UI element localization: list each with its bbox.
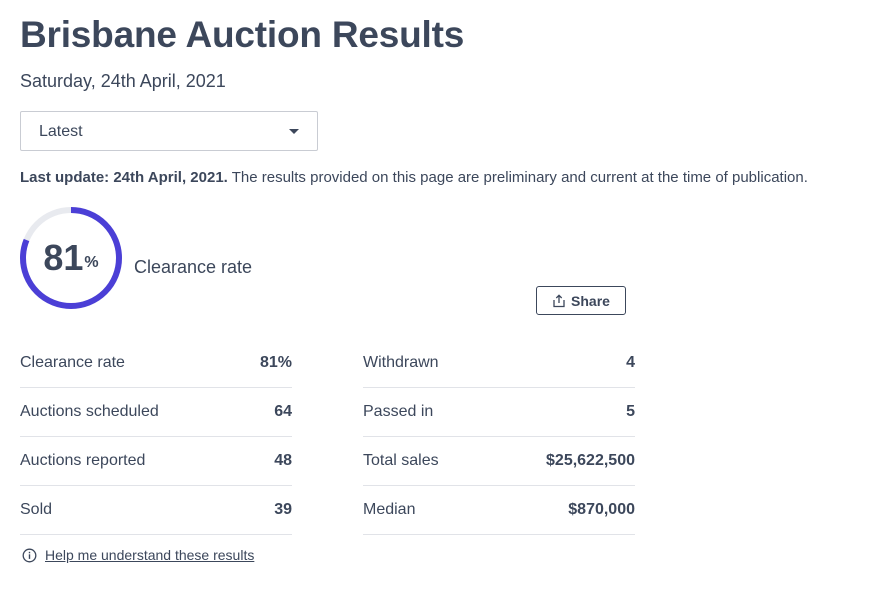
stat-row: Clearance rate 81% (20, 339, 292, 388)
share-button[interactable]: Share (536, 286, 626, 315)
ring-progress (20, 207, 122, 309)
stat-value: 64 (274, 403, 292, 420)
clearance-rate-value: 81% (18, 205, 124, 311)
clearance-rate-label: Clearance rate (134, 257, 253, 277)
stat-row: Median $870,000 (363, 486, 635, 535)
stat-label: Sold (20, 501, 53, 518)
stat-value: $870,000 (568, 501, 635, 518)
caret-down-icon (289, 129, 299, 134)
stat-row: Sold 39 (20, 486, 292, 535)
clearance-rate-ring (20, 207, 122, 309)
stat-label: Auctions scheduled (20, 403, 159, 420)
stat-row: Auctions scheduled 64 (20, 388, 292, 437)
stat-label: Withdrawn (363, 354, 439, 371)
page-title: Brisbane Auction Results (20, 14, 465, 55)
last-update-text: Last update: 24th April, 2021. The resul… (20, 169, 808, 186)
stat-label: Median (363, 501, 416, 518)
stats-table-left: Clearance rate 81% Auctions scheduled 64 A… (20, 339, 292, 535)
stat-row: Total sales $25,622,500 (363, 437, 635, 486)
share-label: Share (571, 292, 610, 309)
stat-value: $25,622,500 (546, 452, 635, 469)
stat-label: Total sales (363, 452, 439, 469)
stat-row: Withdrawn 4 (363, 339, 635, 388)
stat-row: Auctions reported 48 (20, 437, 292, 486)
auction-date: Saturday, 24th April, 2021 (20, 71, 226, 91)
stat-value: 39 (274, 501, 292, 518)
stat-label: Passed in (363, 403, 434, 420)
help-link[interactable]: Help me understand these results (22, 547, 254, 563)
stat-value: 5 (626, 403, 635, 420)
share-icon (553, 293, 565, 307)
stat-row: Passed in 5 (363, 388, 635, 437)
results-period-select[interactable]: Latest (20, 111, 318, 151)
stat-label: Clearance rate (20, 354, 125, 371)
percent-sign: % (84, 254, 99, 271)
stat-value: 81% (259, 354, 292, 371)
last-update-label: Last update: 24th April, 2021. (20, 169, 228, 186)
help-link-label: Help me understand these results (45, 547, 255, 563)
stats-table-right: Withdrawn 4 Passed in 5 Total sales $25,622… (363, 339, 635, 535)
stat-label: Auctions reported (20, 452, 146, 469)
clearance-rate-number: 81 (43, 237, 84, 278)
stat-value: 48 (274, 452, 292, 469)
select-value: Latest (39, 123, 83, 140)
info-icon (22, 548, 37, 562)
last-update-note: The results provided on this page are pr… (227, 169, 808, 186)
stat-value: 4 (626, 354, 635, 371)
